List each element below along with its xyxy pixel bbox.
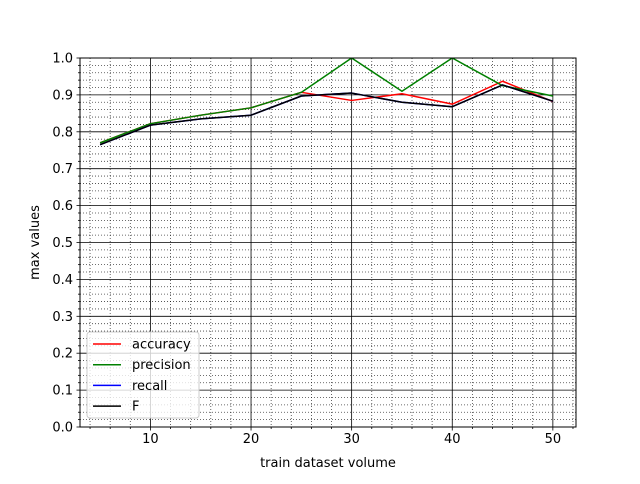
y-tick-label: 0.4 xyxy=(52,273,73,288)
y-axis-label: max values xyxy=(28,205,43,280)
legend-label-precision: precision xyxy=(132,358,191,373)
y-tick-label: 0.7 xyxy=(52,162,73,177)
y-tick-label: 0.9 xyxy=(52,88,73,103)
y-tick-label: 0.6 xyxy=(52,199,73,214)
x-tick-label: 20 xyxy=(243,432,260,447)
series-line-f xyxy=(99,84,554,146)
x-axis-ticks: 10 20 30 40 50 xyxy=(89,427,574,447)
y-tick-label: 0.2 xyxy=(52,347,73,362)
x-tick-label: 50 xyxy=(545,432,562,447)
legend-label-accuracy: accuracy xyxy=(132,338,191,353)
legend: accuracy precision recall F xyxy=(86,331,200,419)
y-tick-label: 0.8 xyxy=(52,125,73,140)
legend-label-recall: recall xyxy=(132,379,167,394)
series-lines xyxy=(99,58,554,146)
y-axis-ticks: 0.0 0.1 0.2 0.3 0.4 0.5 0.6 0.7 0.8 0.9 1.0 xyxy=(52,52,80,436)
legend-box xyxy=(86,331,200,419)
series-line-precision xyxy=(99,58,554,144)
y-tick-label: 0.0 xyxy=(52,421,73,436)
x-tick-label: 30 xyxy=(343,432,360,447)
x-axis-label: train dataset volume xyxy=(260,456,396,471)
y-tick-label: 0.3 xyxy=(52,310,73,325)
y-tick-label: 0.5 xyxy=(52,236,73,251)
y-tick-label: 1.0 xyxy=(52,52,73,67)
x-tick-label: 40 xyxy=(444,432,461,447)
y-tick-label: 0.1 xyxy=(52,384,73,399)
x-tick-label: 10 xyxy=(142,432,159,447)
legend-label-f: F xyxy=(132,400,139,415)
